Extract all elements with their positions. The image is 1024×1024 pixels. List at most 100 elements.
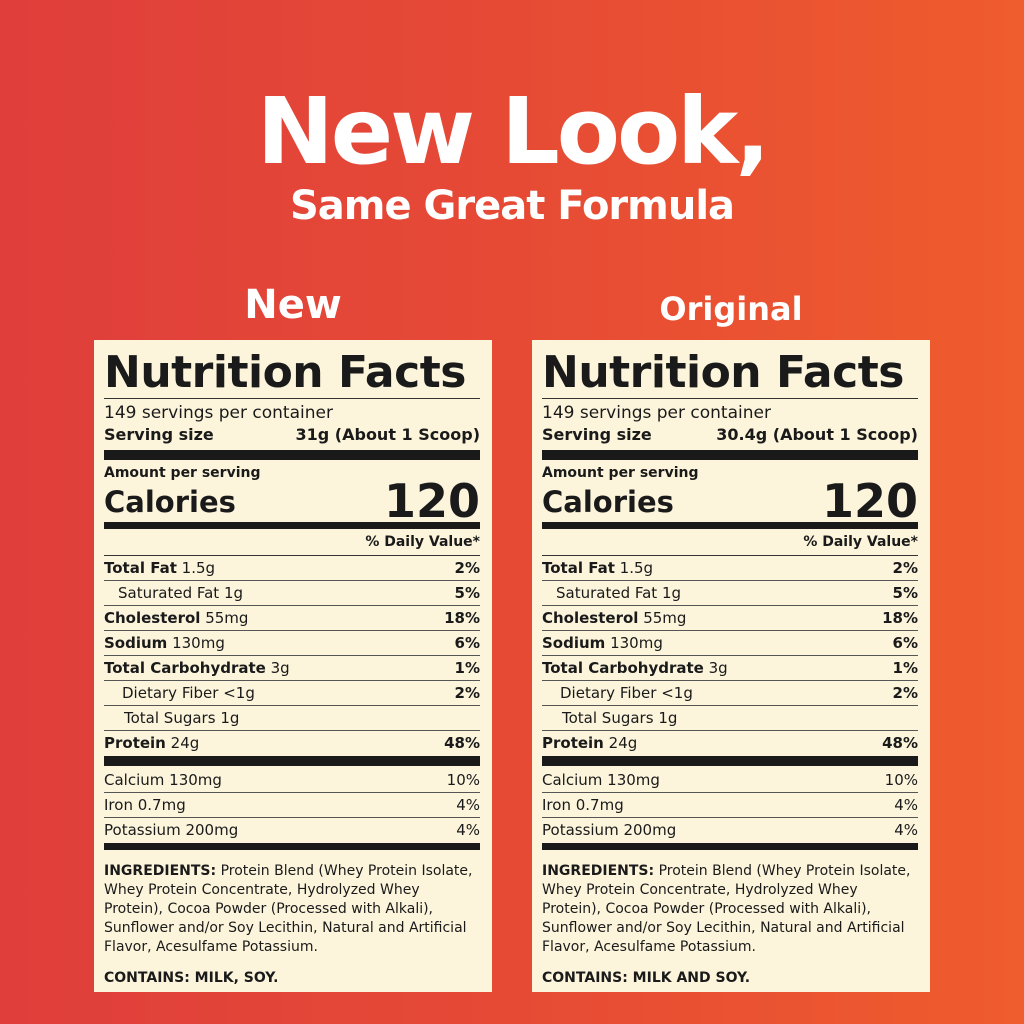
nutrient-amount: 1g xyxy=(220,709,240,727)
mineral-amount: 130mg xyxy=(169,771,222,789)
nutrient-row: Total Sugars 1g xyxy=(542,706,918,731)
nutrient-name: Cholesterol 55mg xyxy=(542,606,686,630)
nutrient-amount: 24g xyxy=(608,734,638,752)
mineral-row: Potassium 200mg 4% xyxy=(542,818,918,843)
nutrient-label: Protein xyxy=(104,734,166,752)
thick-divider xyxy=(104,450,480,460)
calories-row: Calories 120 xyxy=(104,474,480,528)
nutrient-name: Dietary Fiber <1g xyxy=(104,681,255,705)
nutrient-daily-value: 6% xyxy=(892,634,918,652)
nutrient-amount: 55mg xyxy=(205,609,249,627)
headline: New Look, xyxy=(256,78,771,185)
nutrient-name: Total Sugars 1g xyxy=(542,706,677,730)
nutrient-label: Cholesterol xyxy=(104,609,201,627)
serving-size-row: Serving size 30.4g (About 1 Scoop) xyxy=(542,424,918,446)
mineral-daily-value: 4% xyxy=(894,821,918,839)
nutrient-row: Total Sugars 1g xyxy=(104,706,480,731)
nutrient-name: Total Fat 1.5g xyxy=(542,556,653,580)
nutrient-daily-value: 5% xyxy=(454,584,480,602)
nutrient-amount: 1g xyxy=(661,584,682,602)
nutrient-name: Total Sugars 1g xyxy=(104,706,239,730)
nutrient-row: Total Fat 1.5g 2% xyxy=(104,556,480,581)
amount-per-serving: Amount per serving xyxy=(542,465,699,481)
nutrient-amount: <1g xyxy=(661,684,693,702)
mineral-row: Iron 0.7mg 4% xyxy=(542,793,918,818)
nutrient-row: Sodium 130mg 6% xyxy=(104,631,480,656)
nutrient-row: Saturated Fat 1g 5% xyxy=(104,581,480,606)
ingredients-label: INGREDIENTS: xyxy=(542,863,655,879)
nutrient-daily-value: 2% xyxy=(892,559,918,577)
mineral-name: Iron 0.7mg xyxy=(542,793,624,817)
mineral-name: Potassium 200mg xyxy=(542,818,676,843)
nutrient-name: Protein 24g xyxy=(104,731,199,756)
ingredients: INGREDIENTS: Protein Blend (Whey Protein… xyxy=(542,862,918,957)
calories-value: 120 xyxy=(383,474,480,528)
nutrient-row: Cholesterol 55mg 18% xyxy=(542,606,918,631)
allergen-statement: CONTAINS: MILK, SOY. xyxy=(104,970,279,986)
subheadline: Same Great Formula xyxy=(289,183,735,229)
ingredients-label: INGREDIENTS: xyxy=(104,863,217,879)
mineral-row: Calcium 130mg 10% xyxy=(104,768,480,793)
mineral-row: Potassium 200mg 4% xyxy=(104,818,480,843)
amount-per-serving: Amount per serving xyxy=(104,465,261,481)
nutrient-daily-value: 48% xyxy=(444,734,480,752)
serving-size-value: 31g (About 1 Scoop) xyxy=(295,425,481,444)
nutrition-label-new: Nutrition Facts 149 servings per containe… xyxy=(94,340,492,992)
ingredients: INGREDIENTS: Protein Blend (Whey Protein… xyxy=(104,862,480,957)
servings-per-container: 149 servings per container xyxy=(542,403,771,423)
mineral-name: Calcium 130mg xyxy=(104,768,222,792)
calories-label: Calories xyxy=(104,485,236,519)
nutrient-label: Protein xyxy=(542,734,604,752)
mineral-amount: 0.7mg xyxy=(575,796,624,814)
nutrient-label: Dietary Fiber xyxy=(560,684,657,702)
medium-divider xyxy=(104,522,480,529)
nutrient-row: Protein 24g 48% xyxy=(104,731,480,756)
nutrient-amount: 3g xyxy=(270,659,290,677)
mineral-label: Potassium xyxy=(104,821,181,839)
nutrient-label: Dietary Fiber xyxy=(122,684,219,702)
serving-size-label: Serving size xyxy=(104,425,214,444)
nutrient-label: Saturated Fat xyxy=(118,584,220,602)
nutrient-daily-value: 2% xyxy=(454,684,480,702)
mineral-daily-value: 10% xyxy=(884,771,918,789)
nutrient-label: Sodium xyxy=(104,634,168,652)
serving-size-row: Serving size 31g (About 1 Scoop) xyxy=(104,424,480,446)
nutrient-row: Total Carbohydrate 3g 1% xyxy=(542,656,918,681)
nutrient-label: Total Carbohydrate xyxy=(104,659,266,677)
mineral-name: Potassium 200mg xyxy=(104,818,238,843)
nutrient-daily-value: 2% xyxy=(454,559,480,577)
daily-value-header: % Daily Value* xyxy=(104,529,480,556)
nutrient-daily-value: 2% xyxy=(892,684,918,702)
nutrient-label: Total Carbohydrate xyxy=(542,659,704,677)
thick-divider xyxy=(542,450,918,460)
servings-per-container: 149 servings per container xyxy=(104,403,333,423)
nutrient-name: Sodium 130mg xyxy=(104,631,225,655)
mineral-row: Calcium 130mg 10% xyxy=(542,768,918,793)
nutrient-daily-value: 1% xyxy=(454,659,480,677)
mineral-name: Calcium 130mg xyxy=(542,768,660,792)
nutrient-amount: 130mg xyxy=(610,634,663,652)
calories-label: Calories xyxy=(542,485,674,519)
nutrition-facts-title: Nutrition Facts xyxy=(542,348,918,399)
medium-divider xyxy=(542,843,918,850)
new-column-heading: New xyxy=(244,282,342,328)
nutrient-name: Dietary Fiber <1g xyxy=(542,681,693,705)
thick-divider xyxy=(542,756,918,766)
mineral-daily-value: 10% xyxy=(446,771,480,789)
nutrient-daily-value: 5% xyxy=(892,584,918,602)
nutrient-amount: 24g xyxy=(170,734,200,752)
nutrient-name: Cholesterol 55mg xyxy=(104,606,248,630)
nutrient-name: Total Carbohydrate 3g xyxy=(542,656,728,680)
calories-row: Calories 120 xyxy=(542,478,918,524)
nutrient-row: Sodium 130mg 6% xyxy=(542,631,918,656)
nutrient-label: Total Fat xyxy=(542,559,615,577)
nutrient-row: Dietary Fiber <1g 2% xyxy=(104,681,480,706)
nutrient-label: Cholesterol xyxy=(542,609,639,627)
nutrient-amount: 1g xyxy=(223,584,244,602)
nutrient-amount: 3g xyxy=(708,659,728,677)
nutrient-daily-value: 18% xyxy=(882,609,918,627)
nutrient-row: Saturated Fat 1g 5% xyxy=(542,581,918,606)
nutrient-name: Total Fat 1.5g xyxy=(104,556,215,580)
nutrient-amount: 130mg xyxy=(172,634,225,652)
mineral-label: Iron xyxy=(542,796,571,814)
